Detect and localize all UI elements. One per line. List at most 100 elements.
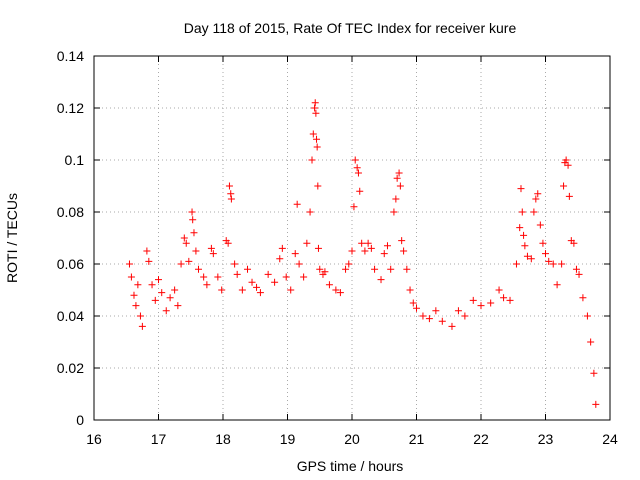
data-point — [356, 187, 364, 195]
data-point — [180, 234, 188, 242]
data-point — [227, 195, 235, 203]
data-point — [454, 307, 462, 315]
data-point — [500, 294, 508, 302]
data-point — [336, 289, 344, 297]
data-point — [293, 200, 301, 208]
data-point — [182, 239, 190, 247]
data-point — [387, 265, 395, 273]
data-point — [534, 190, 542, 198]
grid-lines — [94, 56, 610, 420]
data-point — [367, 244, 375, 252]
data-point — [406, 286, 414, 294]
data-point — [390, 208, 398, 216]
data-point — [314, 182, 322, 190]
x-tick-label: 20 — [344, 431, 360, 447]
data-point — [190, 229, 198, 237]
data-point — [516, 224, 524, 232]
data-point — [278, 244, 286, 252]
data-markers — [125, 99, 600, 408]
data-point — [353, 164, 361, 172]
data-point — [575, 270, 583, 278]
data-point — [203, 281, 211, 289]
data-point — [200, 273, 208, 281]
data-point — [253, 283, 261, 291]
data-point — [477, 302, 485, 310]
data-point — [244, 265, 252, 273]
data-point — [177, 260, 185, 268]
data-point — [364, 239, 372, 247]
data-point — [348, 247, 356, 255]
data-point — [398, 237, 406, 245]
data-point — [553, 281, 561, 289]
data-point — [134, 281, 142, 289]
data-point — [214, 273, 222, 281]
data-point — [487, 299, 495, 307]
data-point — [572, 265, 580, 273]
y-tick-label: 0.14 — [57, 48, 84, 64]
data-point — [536, 221, 544, 229]
data-point — [130, 291, 138, 299]
data-point — [542, 250, 549, 258]
data-point — [316, 265, 324, 273]
data-point — [311, 99, 319, 107]
data-point — [314, 244, 322, 252]
data-point — [438, 317, 446, 325]
data-point — [227, 190, 235, 198]
data-point — [549, 260, 557, 268]
data-point — [592, 400, 600, 408]
data-point — [308, 156, 316, 164]
data-point — [354, 169, 362, 177]
data-point — [155, 276, 162, 284]
data-point — [523, 252, 531, 260]
data-point — [413, 304, 420, 312]
data-point — [166, 294, 174, 302]
data-point — [287, 286, 295, 294]
data-point — [264, 270, 272, 278]
y-tick-label: 0.1 — [65, 152, 85, 168]
data-point — [158, 289, 166, 297]
data-point — [506, 296, 514, 304]
data-point — [174, 302, 182, 310]
data-point — [185, 257, 193, 265]
data-point — [587, 338, 595, 346]
data-point — [256, 289, 264, 297]
x-tick-label: 17 — [151, 431, 167, 447]
data-point — [560, 182, 568, 190]
data-point — [291, 250, 299, 258]
data-point — [231, 260, 239, 268]
data-point — [342, 265, 350, 273]
data-point — [282, 273, 290, 281]
data-point — [303, 239, 311, 247]
chart-title: Day 118 of 2015, Rate Of TEC Index for r… — [184, 20, 517, 36]
data-point — [238, 286, 246, 294]
data-point — [125, 260, 133, 268]
data-point — [224, 239, 232, 247]
data-point — [518, 208, 526, 216]
data-point — [312, 109, 320, 117]
x-tick-label: 19 — [280, 431, 296, 447]
data-point — [396, 182, 404, 190]
data-point — [383, 242, 391, 250]
data-point — [448, 322, 456, 330]
data-point — [395, 169, 403, 177]
data-point — [403, 265, 411, 273]
data-point — [393, 174, 401, 182]
data-point — [313, 135, 321, 143]
data-point — [461, 312, 469, 320]
data-point — [521, 242, 529, 250]
data-point — [579, 294, 587, 302]
data-point — [532, 195, 540, 203]
data-point — [132, 302, 140, 310]
x-tick-label: 23 — [538, 431, 554, 447]
data-point — [562, 156, 570, 164]
data-point — [520, 231, 528, 239]
data-point — [143, 247, 151, 255]
x-tick-label: 18 — [215, 431, 231, 447]
data-point — [148, 281, 156, 289]
y-tick-label: 0.02 — [57, 360, 84, 376]
data-point — [361, 247, 369, 255]
data-point — [233, 270, 241, 278]
axis-ticks: 16 17 18 19 20 21 22 23 24 0 0.02 0.04 0.06 0.08 0.1 0.… — [57, 48, 618, 447]
data-point — [188, 208, 196, 216]
data-point — [248, 278, 256, 286]
